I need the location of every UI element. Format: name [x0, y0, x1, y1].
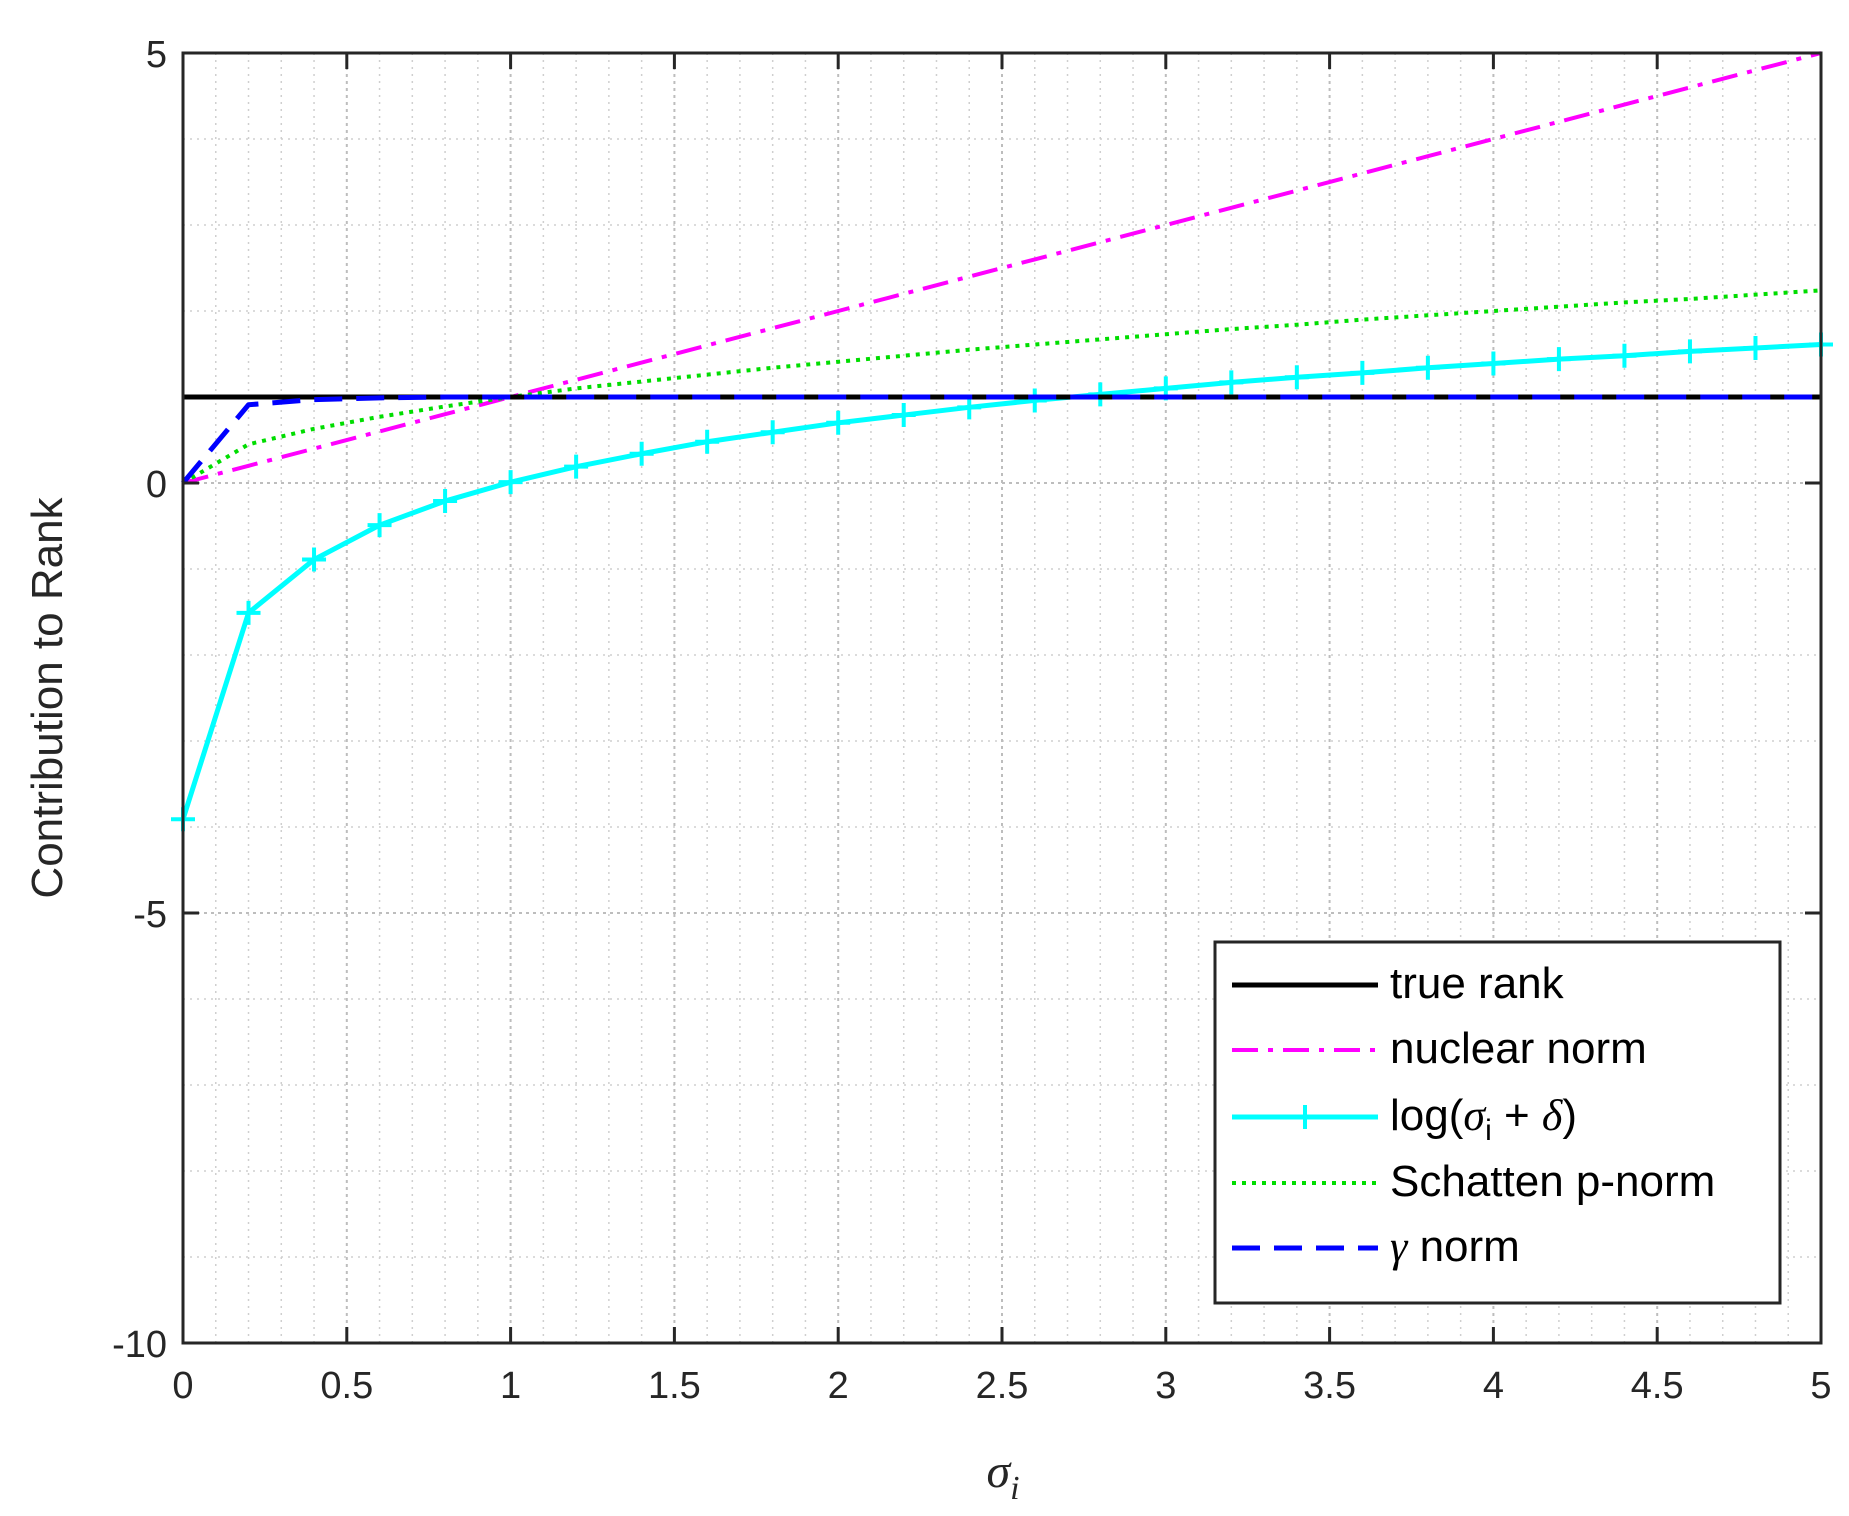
- y-ticks: -10 -5 0 5: [112, 34, 1821, 1366]
- y-tick-label: -10: [112, 1324, 167, 1366]
- legend-gamma-symbol: γ: [1390, 1222, 1409, 1271]
- legend-log-mid: +: [1492, 1091, 1542, 1140]
- legend-gamma-rest: norm: [1407, 1222, 1519, 1271]
- x-tick-label: 4.5: [1631, 1365, 1684, 1407]
- legend-label-true-rank: true rank: [1390, 959, 1565, 1008]
- x-tick-label: 4: [1483, 1365, 1504, 1407]
- series-marker-log: [1350, 360, 1375, 385]
- legend-label-log: log(σi + δ): [1390, 1091, 1577, 1147]
- series-marker-log: [1612, 343, 1637, 368]
- legend-log-prefix: log(: [1390, 1091, 1464, 1140]
- legend-sample-marker-log: [1293, 1105, 1317, 1129]
- series-marker-log: [564, 454, 589, 479]
- series-marker-log: [1284, 365, 1309, 390]
- legend-label-gamma: γ norm: [1390, 1222, 1520, 1271]
- x-tick-label: 3.5: [1303, 1365, 1356, 1407]
- legend-log-suffix: ): [1562, 1091, 1577, 1140]
- series-line-schatten: [181, 288, 1822, 485]
- legend-log-delta: δ: [1542, 1091, 1564, 1140]
- series-marker-log: [891, 403, 916, 428]
- x-tick-label: 5: [1810, 1365, 1831, 1407]
- x-tick-label: 1: [500, 1365, 521, 1407]
- series-marker-log: [1415, 355, 1440, 380]
- series-marker-log: [236, 600, 261, 625]
- series-marker-log: [367, 513, 392, 538]
- legend-label-schatten: Schatten p-norm: [1390, 1157, 1715, 1206]
- x-ticks: 0 0.5 1 1.5 2 2.5 3 3.5 4 4.5 5: [172, 53, 1832, 1407]
- series-marker-log: [302, 547, 327, 572]
- legend-samples: [1232, 982, 1378, 1251]
- y-axis-label: Contribution to Rank: [23, 496, 72, 898]
- x-axis-label-subscript: i: [1010, 1470, 1019, 1507]
- series-marker-log: [1481, 351, 1506, 376]
- series-marker-log: [760, 420, 785, 445]
- series-marker-log: [1088, 382, 1113, 407]
- series-line-gamma: [181, 394, 1821, 485]
- legend-log-sub: i: [1485, 1114, 1492, 1147]
- y-tick-label: 5: [146, 34, 167, 76]
- series-layer: [171, 51, 1833, 832]
- x-tick-label: 2.5: [976, 1365, 1029, 1407]
- legend-log-sigma: σ: [1463, 1091, 1487, 1140]
- x-tick-label: 1.5: [648, 1365, 701, 1407]
- y-tick-label: -5: [133, 894, 167, 936]
- series-marker-log: [826, 410, 851, 435]
- legend: true rank nuclear norm log(σi + δ) Schat…: [1213, 940, 1782, 1305]
- x-axis-label: σi: [986, 1445, 1019, 1507]
- x-tick-label: 0: [172, 1365, 193, 1407]
- series-marker-log: [1677, 339, 1702, 364]
- x-tick-label: 3: [1155, 1365, 1176, 1407]
- y-tick-label: 0: [146, 464, 167, 506]
- series-marker-log: [433, 489, 458, 514]
- series-marker-log: [1219, 370, 1244, 395]
- x-tick-label: 0.5: [320, 1365, 373, 1407]
- series-marker-log: [629, 441, 654, 466]
- legend-box: [1213, 940, 1782, 1305]
- series-marker-log: [498, 470, 523, 495]
- series-marker-log: [695, 429, 720, 454]
- series-marker-log: [1546, 347, 1571, 372]
- legend-label-nuclear-norm: nuclear norm: [1390, 1024, 1647, 1073]
- series-marker-log: [1022, 388, 1047, 413]
- series-marker-log: [1743, 335, 1768, 360]
- x-axis-label-symbol: σ: [986, 1445, 1012, 1498]
- x-tick-label: 2: [828, 1365, 849, 1407]
